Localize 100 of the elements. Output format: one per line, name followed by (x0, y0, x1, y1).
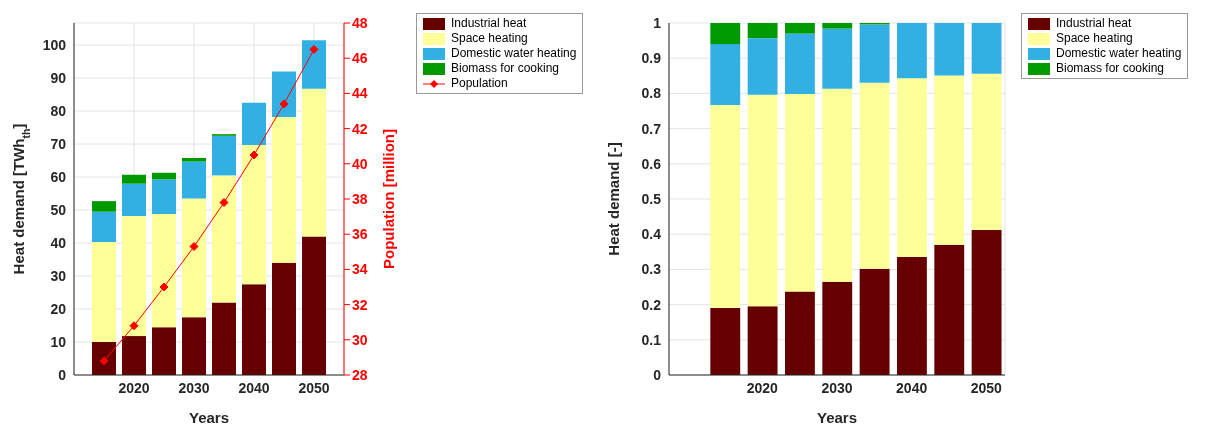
y2-tick-label: 46 (352, 50, 368, 67)
bar (971, 23, 1002, 74)
bar (747, 23, 778, 39)
y-tick-label: 40 (50, 235, 67, 252)
bar (122, 215, 146, 337)
y-tick-label: 20 (50, 300, 67, 317)
point (309, 44, 319, 54)
bar (242, 284, 266, 375)
bar (859, 82, 890, 269)
y2-tick-label: 28 (352, 366, 368, 383)
x-axis-title: Years (816, 409, 858, 426)
bar (92, 342, 116, 375)
y-tick-label: 0.1 (641, 331, 662, 348)
x-tick-label: 2030 (821, 379, 853, 396)
x-tick-label: 2020 (746, 379, 779, 396)
y-tick-label: 50 (50, 202, 67, 219)
bar (152, 172, 176, 180)
legend-label: Biomass for cooking (451, 61, 560, 76)
bar (212, 135, 236, 176)
y2-tick-label: 32 (352, 296, 368, 313)
bar (272, 71, 296, 118)
point (129, 321, 139, 331)
y-tick-label: 0.8 (641, 85, 662, 102)
bar (272, 262, 296, 375)
bar (822, 23, 853, 29)
y-tick-label: 60 (50, 169, 67, 186)
bar (182, 157, 206, 162)
bar (122, 174, 146, 184)
x-tick-label: 2040 (238, 379, 270, 396)
y2-tick-label: 48 (352, 14, 368, 31)
y-tick-label: 0.7 (641, 120, 662, 137)
bar (897, 257, 927, 375)
y-tick-label: 100 (42, 37, 67, 54)
y-tick-label: 30 (50, 268, 67, 284)
bar (122, 336, 146, 375)
legend-label: Space heating (451, 31, 528, 46)
y-tick-label: 90 (50, 70, 67, 87)
y-axis-title: Heat demand [-] (605, 142, 622, 256)
bar (92, 211, 116, 243)
point (249, 150, 259, 160)
bar (242, 145, 266, 285)
y-tick-label: 10 (50, 333, 67, 350)
bar (785, 291, 815, 375)
bar (710, 23, 741, 45)
x-tick-label: 2040 (896, 379, 928, 396)
bar (272, 117, 296, 263)
y-tick-label: 0.3 (641, 261, 662, 278)
bar (302, 236, 326, 375)
bar (182, 198, 206, 318)
legend-label: Space heating (1056, 31, 1133, 46)
bar (897, 78, 927, 258)
bar (897, 23, 927, 79)
y-tick-label: 0.4 (641, 226, 662, 243)
bar (859, 24, 890, 83)
y2-tick-label: 30 (352, 331, 368, 348)
bar (822, 28, 853, 89)
y-tick-label: 0 (653, 366, 662, 383)
bar (785, 33, 815, 95)
point (159, 282, 169, 292)
x-tick-label: 2050 (298, 379, 330, 396)
legend-label: Domestic water heating (1056, 46, 1182, 61)
x-tick-label: 2050 (970, 379, 1003, 396)
bar (859, 268, 890, 375)
legend-label: Biomass for cooking (1056, 61, 1165, 76)
x-axis-title: Years (188, 409, 230, 426)
y-tick-label: 80 (50, 103, 67, 120)
bar (182, 317, 206, 375)
bar (747, 38, 778, 95)
bar (710, 308, 741, 375)
y2-tick-label: 44 (352, 85, 368, 102)
bar (302, 40, 326, 89)
bar (122, 183, 146, 216)
bar (152, 214, 176, 328)
bar (212, 302, 236, 375)
point (219, 198, 229, 208)
bar (152, 327, 176, 375)
bar (152, 179, 176, 215)
y-tick-label: 0.5 (641, 190, 662, 207)
legend-label: Industrial heat (451, 16, 527, 31)
bar (747, 94, 778, 307)
bar (92, 242, 116, 343)
bar (212, 175, 236, 303)
bar (934, 75, 965, 245)
y2-tick-label: 40 (352, 155, 368, 172)
bar (971, 229, 1002, 375)
y-tick-label: 70 (50, 136, 67, 153)
y2-tick-label: 42 (352, 120, 368, 137)
y-tick-label: 0 (58, 366, 67, 383)
legend-label: Domestic water heating (451, 46, 577, 61)
y2-tick-label: 38 (352, 190, 368, 207)
bar (182, 161, 206, 199)
bar (747, 306, 778, 375)
y-tick-label: 0.6 (641, 155, 662, 172)
x-tick-label: 2020 (118, 379, 150, 396)
y2-tick-label: 36 (352, 226, 368, 243)
bar (785, 23, 815, 34)
bar (822, 281, 853, 375)
y-tick-label: 0.9 (641, 50, 662, 67)
bar (822, 88, 853, 282)
legend-label: Population (451, 76, 508, 91)
